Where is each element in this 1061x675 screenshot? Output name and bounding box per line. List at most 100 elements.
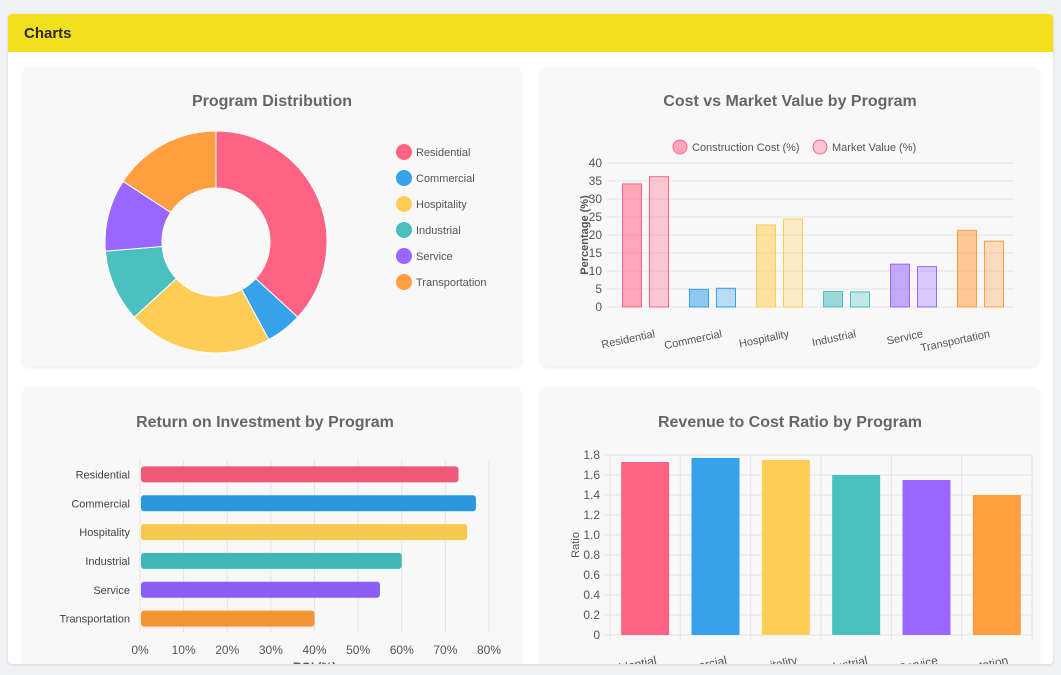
- bar-hospitality: [141, 524, 468, 541]
- bar-industrial-construction-cost: [823, 291, 843, 308]
- x-tick-label: Service: [886, 328, 924, 347]
- legend-swatch-residential: [396, 144, 412, 160]
- chart-title: Program Distribution: [192, 93, 352, 110]
- roi-chart: Return on Investment by Program 0% 10% 20%…: [59, 414, 501, 664]
- legend-label-commercial: Commercial: [416, 173, 475, 185]
- y-tick-label: 1.6: [583, 468, 600, 482]
- bar-hospitality-construction-cost: [756, 224, 776, 308]
- y-tick-label: 40: [589, 156, 603, 170]
- cost-vs-market-chart: Cost vs Market Value by Program 0 5 10 15 20…: [579, 93, 1014, 355]
- bar-transportation: [972, 495, 1021, 635]
- chart-title: Revenue to Cost Ratio by Program: [658, 414, 922, 431]
- y-tick-label: 25: [589, 210, 603, 224]
- cost-vs-market-card: Cost vs Market Value by Program 0 5 10 15 20…: [540, 67, 1039, 367]
- y-tick-label: Residential: [76, 469, 130, 481]
- y-tick-label: 1.4: [583, 488, 600, 502]
- bar-commercial: [141, 495, 476, 512]
- bar-industrial-market-value: [850, 291, 870, 308]
- legend-label-industrial: Industrial: [416, 225, 461, 237]
- legend-label-service: Service: [416, 251, 453, 263]
- roi-card: Return on Investment by Program 0% 10% 20%…: [22, 387, 522, 664]
- legend-swatch: [672, 139, 688, 155]
- y-tick-label: 0.2: [583, 608, 600, 622]
- bar-residential-market-value: [649, 176, 669, 308]
- bar-service: [141, 581, 380, 598]
- y-tick-label: 5: [595, 282, 602, 296]
- y-tick-label: 30: [589, 192, 603, 206]
- legend-label: Market Value (%): [832, 142, 916, 154]
- x-tick-label: Transportation: [931, 653, 1009, 664]
- legend-label-residential: Residential: [416, 147, 470, 159]
- x-tick-label: 10%: [172, 643, 196, 657]
- revenue-cost-chart: Revenue to Cost Ratio by Program 0 0.2 0.4…: [570, 414, 1033, 664]
- x-tick-label: Service: [897, 653, 939, 664]
- bar-residential: [621, 462, 670, 635]
- y-tick-label: 0: [593, 628, 600, 642]
- x-tick-label: 60%: [390, 643, 414, 657]
- y-tick-label: 15: [589, 246, 603, 260]
- x-tick-label: Industrial: [818, 653, 869, 664]
- x-tick-label: Hospitality: [738, 328, 791, 350]
- bar-industrial: [832, 475, 881, 635]
- bar-commercial-construction-cost: [689, 288, 709, 308]
- chart-title: Return on Investment by Program: [136, 414, 394, 431]
- y-axis-label: Percentage (%): [579, 195, 591, 275]
- y-tick-label: 35: [589, 174, 603, 188]
- bar-transportation-market-value: [984, 240, 1004, 308]
- x-tick-label: 40%: [302, 643, 326, 657]
- bar-industrial: [141, 552, 402, 569]
- x-axis-label: ROI (%): [293, 660, 336, 664]
- y-tick-label: Commercial: [71, 498, 130, 510]
- x-tick-label: Industrial: [811, 328, 857, 349]
- x-tick-label: 20%: [215, 643, 239, 657]
- x-tick-label: 50%: [346, 643, 370, 657]
- program-distribution-card: Program Distribution Residential Commerci…: [22, 67, 522, 367]
- revenue-cost-card: Revenue to Cost Ratio by Program 0 0.2 0.4…: [540, 387, 1039, 664]
- legend-label-hospitality: Hospitality: [416, 199, 467, 211]
- legend-swatch-service: [396, 248, 412, 264]
- x-tick-label: Commercial: [663, 653, 729, 664]
- bar-commercial-market-value: [716, 287, 736, 308]
- bar-hospitality-market-value: [783, 218, 803, 308]
- legend-swatch-commercial: [396, 170, 412, 186]
- bar-commercial: [691, 458, 740, 635]
- y-tick-label: 1.8: [583, 448, 600, 462]
- program-distribution-chart: Program Distribution Residential Commerci…: [104, 93, 487, 354]
- bar-residential: [141, 466, 459, 483]
- x-tick-label: Residential: [597, 653, 658, 664]
- x-tick-label: 30%: [259, 643, 283, 657]
- panel-title: Charts: [24, 24, 72, 42]
- chart-title: Cost vs Market Value by Program: [663, 93, 916, 110]
- x-tick-label: Transportation: [920, 328, 991, 354]
- x-tick-label: 0%: [131, 643, 149, 657]
- legend-swatch: [812, 139, 828, 155]
- legend-swatch-transportation: [396, 274, 412, 290]
- y-tick-label: 10: [589, 264, 603, 278]
- legend-swatch-industrial: [396, 222, 412, 238]
- bar-residential-construction-cost: [622, 183, 642, 308]
- y-tick-label: 0.4: [583, 588, 600, 602]
- legend-label-transportation: Transportation: [416, 277, 487, 289]
- legend-label: Construction Cost (%): [692, 142, 800, 154]
- bar-service-construction-cost: [890, 263, 910, 308]
- panel-header: Charts: [8, 14, 1053, 52]
- y-tick-label: 1.0: [583, 528, 600, 542]
- x-tick-label: 80%: [477, 643, 501, 657]
- y-tick-label: 1.2: [583, 508, 600, 522]
- bar-transportation: [141, 610, 315, 627]
- y-tick-label: 0: [595, 300, 602, 314]
- y-tick-label: 20: [589, 228, 603, 242]
- charts-panel: Charts Program Distribution Residential C…: [8, 14, 1053, 664]
- y-tick-label: 0.8: [583, 548, 600, 562]
- y-tick-label: Industrial: [85, 556, 130, 568]
- bar-hospitality: [761, 460, 810, 635]
- y-tick-label: Service: [93, 585, 130, 597]
- x-tick-label: Hospitality: [741, 653, 798, 664]
- y-tick-label: Transportation: [59, 614, 130, 626]
- legend-swatch-hospitality: [396, 196, 412, 212]
- x-tick-label: Commercial: [663, 328, 723, 352]
- x-tick-label: Residential: [600, 328, 656, 351]
- bar-service: [902, 480, 951, 635]
- slice-transportation: [122, 130, 217, 214]
- y-tick-label: Hospitality: [79, 527, 130, 539]
